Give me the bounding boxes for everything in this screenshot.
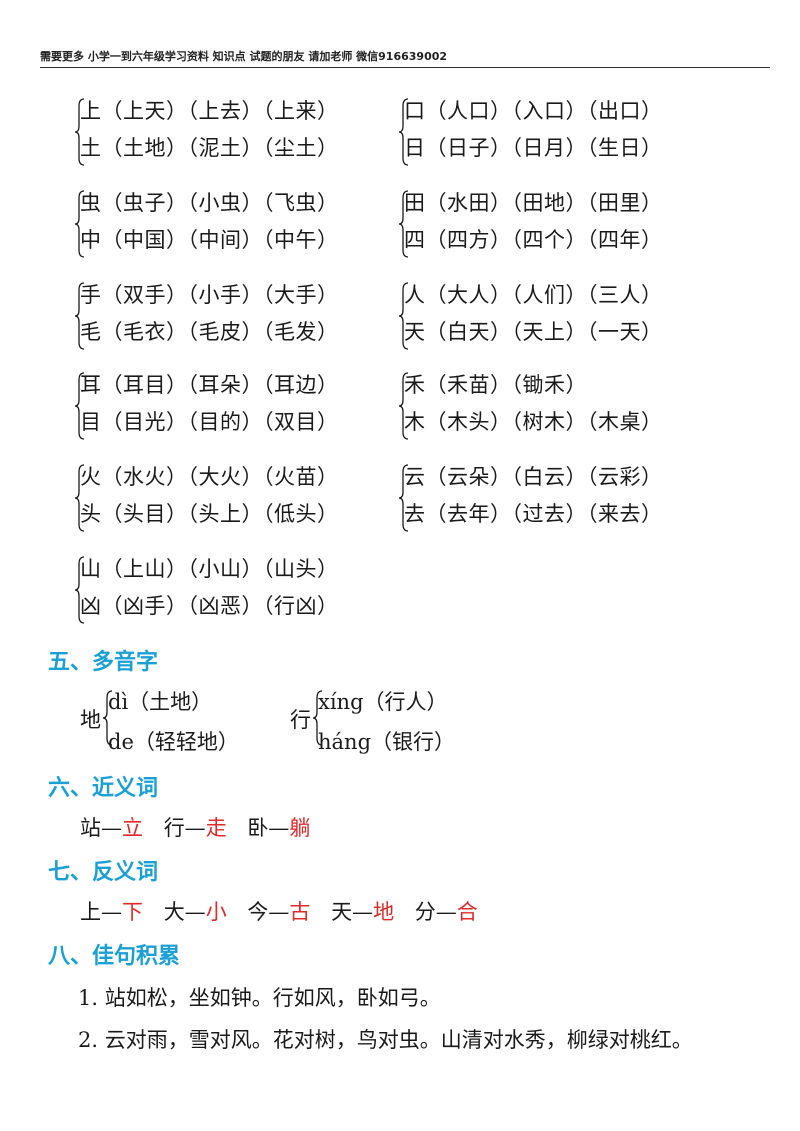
brace-icon — [74, 556, 85, 624]
word: 今— — [247, 900, 290, 924]
word-group-line: 耳（耳目）（耳朵）（耳边） — [80, 373, 339, 397]
word-group-line: 山（上山）（小山）（山头） — [80, 557, 339, 581]
sentence-item: 2. 云对雨，雪对风。花对树，鸟对虫。山清对水秀，柳绿对桃红。 — [78, 1028, 693, 1052]
antonym-pair: 分—合 — [415, 900, 478, 924]
word-group: 人（大人）（人们）（三人） 天（白天）（天上）（一天） — [398, 278, 718, 354]
synonym-pairs: 站—立 行—走 卧—躺 — [80, 812, 324, 842]
answer-word: 立 — [122, 816, 143, 840]
brace-icon — [398, 190, 409, 258]
antonym-pairs: 上—下 大—小 今—古 天—地 分—合 — [80, 896, 492, 926]
word-group-line: 田（水田）（田地）（田里） — [404, 191, 663, 215]
word-group-line: 凶（凶手）（凶恶）（行凶） — [80, 594, 339, 618]
word-group-line: 手（双手）（小手）（大手） — [80, 283, 339, 307]
answer-word: 躺 — [289, 816, 311, 840]
word-group-line: 目（目光）（目的）（双目） — [80, 410, 339, 434]
word-group-line: 虫（虫子）（小虫）（飞虫） — [80, 191, 339, 215]
brace-icon — [74, 464, 85, 532]
answer-word: 古 — [289, 900, 311, 924]
antonym-pair: 今—古 — [247, 900, 310, 924]
brace-icon — [398, 372, 409, 440]
section-title-sentences: 八、佳句积累 — [48, 944, 181, 969]
word-group-line: 口（人口）（入口）（出口） — [404, 99, 663, 123]
word-group: 耳（耳目）（耳朵）（耳边） 目（目光）（目的）（双目） — [74, 368, 394, 444]
word-group-line: 去（去年）（过去）（来去） — [404, 502, 663, 526]
brace-icon — [398, 282, 409, 350]
polyphone-reading: dì（土地） — [108, 690, 213, 714]
word-group-line: 云（云朵）（白云）（云彩） — [404, 465, 663, 489]
polyphone-char: 行 — [290, 708, 311, 732]
polyphone-reading: xíng（行人） — [318, 690, 448, 714]
word-group-line: 毛（毛衣）（毛皮）（毛发） — [80, 320, 339, 344]
brace-icon — [312, 690, 323, 746]
word-group: 上（上天）（上去）（上来） 土（土地）（泥土）（尘土） — [74, 94, 394, 170]
answer-word: 走 — [205, 816, 227, 840]
word-group: 田（水田）（田地）（田里） 四（四方）（四个）（四年） — [398, 186, 718, 262]
brace-icon — [102, 690, 113, 746]
answer-word: 地 — [373, 900, 395, 924]
brace-icon — [74, 98, 85, 166]
brace-icon — [74, 190, 85, 258]
word-group: 虫（虫子）（小虫）（飞虫） 中（中国）（中间）（中午） — [74, 186, 394, 262]
word-group-line: 火（水火）（大火）（火苗） — [80, 465, 339, 489]
section-title-synonyms: 六、近义词 — [48, 776, 159, 801]
word: 站— — [80, 816, 122, 840]
page-header: 需要更多 小学一到六年级学习资料 知识点 试题的朋友 请加老师 微信916639… — [40, 48, 770, 68]
polyphone-reading: de（轻轻地） — [108, 730, 239, 754]
word-group: 云（云朵）（白云）（云彩） 去（去年）（过去）（来去） — [398, 460, 718, 536]
word-group-line: 禾（禾苗）（锄禾） — [404, 373, 587, 397]
synonym-pair: 卧—躺 — [247, 816, 310, 840]
antonym-pair: 天—地 — [331, 900, 394, 924]
brace-icon — [74, 282, 85, 350]
word: 分— — [414, 900, 457, 924]
word-group-line: 天（白天）（天上）（一天） — [404, 320, 663, 344]
synonym-pair: 站—立 — [80, 816, 143, 840]
brace-icon — [74, 372, 85, 440]
word-group-line: 上（上天）（上去）（上来） — [80, 99, 339, 123]
word-group-line: 人（大人）（人们）（三人） — [404, 283, 663, 307]
word-group-line: 中（中国）（中间）（中午） — [80, 228, 339, 252]
section-title-polyphones: 五、多音字 — [48, 650, 159, 675]
word-group: 禾（禾苗）（锄禾） 木（木头）（树木）（木桌） — [398, 368, 718, 444]
brace-icon — [398, 464, 409, 532]
synonym-pair: 行—走 — [164, 816, 227, 840]
antonym-pair: 上—下 — [80, 900, 143, 924]
word-group-line: 头（头目）（头上）（低头） — [80, 502, 339, 526]
word-group-line: 日（日子）（日月）（生日） — [404, 136, 663, 160]
word: 天— — [331, 900, 374, 924]
word: 大— — [163, 900, 206, 924]
word: 上— — [80, 900, 122, 924]
polyphone-char: 地 — [80, 708, 101, 732]
answer-word: 小 — [205, 900, 227, 924]
answer-word: 合 — [456, 900, 478, 924]
word-group-line: 四（四方）（四个）（四年） — [404, 228, 663, 252]
word-group: 口（人口）（入口）（出口） 日（日子）（日月）（生日） — [398, 94, 718, 170]
word-group: 山（上山）（小山）（山头） 凶（凶手）（凶恶）（行凶） — [74, 552, 394, 628]
word-group-line: 木（木头）（树木）（木桌） — [404, 410, 663, 434]
word-group-line: 土（土地）（泥土）（尘土） — [80, 136, 339, 160]
answer-word: 下 — [122, 900, 143, 924]
word: 行— — [163, 816, 206, 840]
antonym-pair: 大—小 — [164, 900, 227, 924]
brace-icon — [398, 98, 409, 166]
polyphone-reading: háng（银行） — [318, 730, 456, 754]
sentence-item: 1. 站如松，坐如钟。行如风，卧如弓。 — [78, 986, 441, 1010]
section-title-antonyms: 七、反义词 — [48, 860, 159, 885]
word-group: 火（水火）（大火）（火苗） 头（头目）（头上）（低头） — [74, 460, 394, 536]
word: 卧— — [247, 816, 290, 840]
word-group: 手（双手）（小手）（大手） 毛（毛衣）（毛皮）（毛发） — [74, 278, 394, 354]
